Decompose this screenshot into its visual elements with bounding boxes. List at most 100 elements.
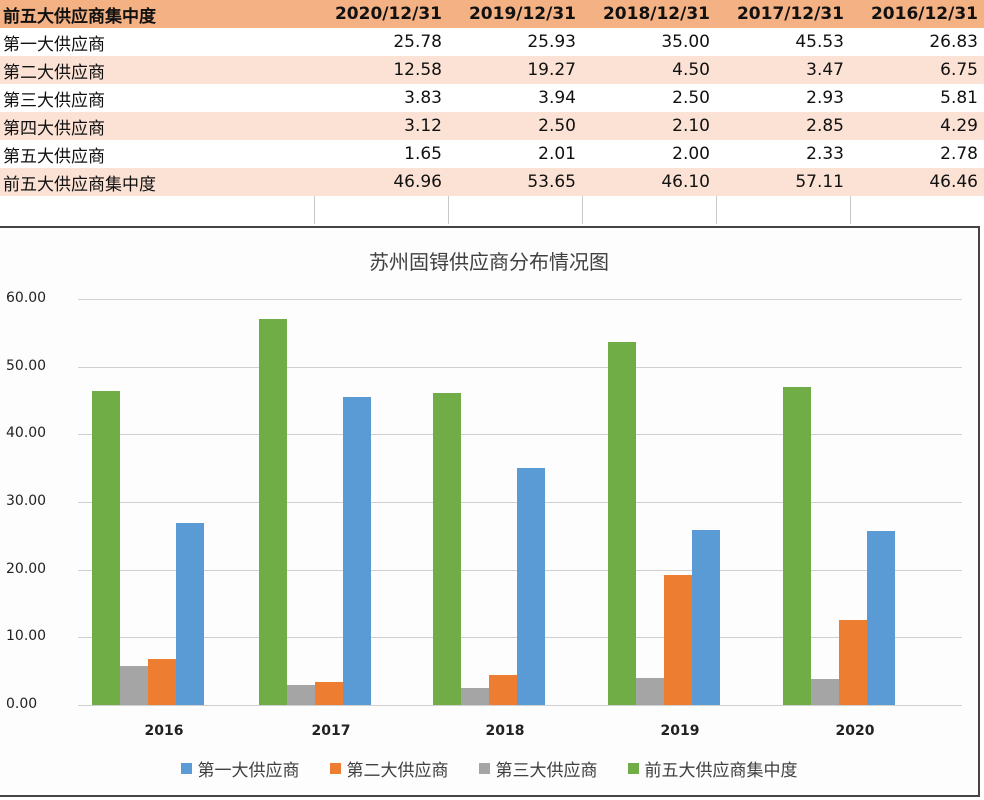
bar[interactable] <box>692 529 720 705</box>
table-cell[interactable]: 3.12 <box>314 112 448 140</box>
table-row: 前五大供应商集中度 46.96 53.65 46.10 57.11 46.46 <box>0 168 984 196</box>
y-axis-tick-label: 30.00 <box>6 493 47 509</box>
legend-label: 第三大供应商 <box>495 761 598 781</box>
legend-item[interactable]: 前五大供应商集中度 <box>627 756 798 781</box>
supplier-table: 前五大供应商集中度 2020/12/31 2019/12/31 2018/12/… <box>0 0 984 224</box>
row-label[interactable]: 第四大供应商 <box>0 112 314 140</box>
legend-label: 第一大供应商 <box>197 761 300 781</box>
header-cell[interactable]: 2017/12/31 <box>716 0 850 28</box>
table-cell[interactable]: 35.00 <box>661 32 710 52</box>
row-label[interactable]: 前五大供应商集中度 <box>0 168 314 196</box>
empty-row <box>0 196 984 224</box>
legend-item[interactable]: 第一大供应商 <box>180 756 300 781</box>
table-cell[interactable]: 2.50 <box>448 112 582 140</box>
bar[interactable] <box>259 318 287 705</box>
empty-cell[interactable] <box>447 196 582 224</box>
table-cell[interactable]: 26.83 <box>929 32 978 52</box>
bar[interactable] <box>636 678 664 705</box>
table-cell[interactable]: 53.65 <box>448 168 582 196</box>
table-cell[interactable]: 25.78 <box>393 32 442 52</box>
table-cell[interactable]: 57.11 <box>716 168 850 196</box>
empty-cell[interactable] <box>0 196 314 224</box>
bar-chart[interactable]: 苏州固锝供应商分布情况图 60.00 50.00 40.00 30.00 20.00 10… <box>0 226 980 797</box>
table-cell[interactable]: 3.94 <box>538 88 576 108</box>
table-cell[interactable]: 12.58 <box>314 56 448 84</box>
table-cell[interactable]: 2.10 <box>582 112 716 140</box>
table-cell[interactable]: 1.65 <box>404 144 442 164</box>
table-cell[interactable]: 19.27 <box>448 56 582 84</box>
bar[interactable] <box>664 574 692 705</box>
table-cell[interactable]: 46.46 <box>850 168 984 196</box>
bar[interactable] <box>608 341 636 705</box>
chart-legend: 第一大供应商 第二大供应商 第三大供应商 前五大供应商集中度 <box>0 756 978 781</box>
table-cell[interactable]: 25.93 <box>527 32 576 52</box>
header-cell[interactable]: 2019/12/31 <box>448 0 582 28</box>
table-cell[interactable]: 45.53 <box>795 32 844 52</box>
table-cell[interactable]: 2.85 <box>716 112 850 140</box>
x-axis-label: 2018 <box>485 723 525 739</box>
legend-swatch-icon <box>180 763 192 774</box>
table-cell[interactable]: 2.78 <box>940 144 978 164</box>
gridline <box>78 434 962 436</box>
bar[interactable] <box>517 468 545 705</box>
row-label[interactable]: 第五大供应商 <box>3 146 105 167</box>
y-axis-tick-label: 20.00 <box>6 560 47 577</box>
bar[interactable] <box>176 523 204 705</box>
bar[interactable] <box>148 659 176 705</box>
bar[interactable] <box>433 393 461 705</box>
header-cell[interactable]: 2018/12/31 <box>582 0 716 28</box>
table-cell[interactable]: 2.93 <box>806 88 844 108</box>
x-axis-label: 2020 <box>835 723 875 739</box>
table-cell[interactable]: 3.47 <box>716 56 850 84</box>
plot-area: 60.00 50.00 40.00 30.00 20.00 10.00 0.00 2016 20… <box>0 228 980 799</box>
bar[interactable] <box>811 679 839 705</box>
table-cell[interactable]: 3.83 <box>404 88 442 108</box>
bar[interactable] <box>315 681 343 705</box>
table-cell[interactable]: 2.00 <box>672 144 710 164</box>
bar[interactable] <box>120 665 148 705</box>
chart-title: 苏州固锝供应商分布情况图 <box>369 250 609 274</box>
table-row: 第一大供应商 25.78 25.93 35.00 45.53 26.83 <box>0 28 984 56</box>
bar[interactable] <box>783 387 811 705</box>
legend-item[interactable]: 第三大供应商 <box>478 756 598 781</box>
header-cell[interactable]: 2016/12/31 <box>850 0 984 28</box>
legend-swatch-icon <box>478 763 490 774</box>
bar[interactable] <box>839 619 867 705</box>
y-axis-tick-label: 50.00 <box>6 357 47 374</box>
row-label[interactable]: 第二大供应商 <box>0 56 314 84</box>
bar[interactable] <box>343 396 371 705</box>
bar[interactable] <box>867 530 895 705</box>
table-cell[interactable]: 46.10 <box>582 168 716 196</box>
table-cell[interactable]: 4.29 <box>850 112 984 140</box>
bar[interactable] <box>461 688 489 705</box>
supplier-table-region: 前五大供应商集中度 2020/12/31 2019/12/31 2018/12/… <box>0 0 984 226</box>
table-cell[interactable]: 2.50 <box>672 88 710 108</box>
bar[interactable] <box>92 390 120 705</box>
row-label[interactable]: 第三大供应商 <box>3 90 105 111</box>
legend-swatch-icon <box>329 763 341 774</box>
y-axis-tick-label: 10.00 <box>6 628 47 645</box>
legend-label: 第二大供应商 <box>346 761 449 781</box>
table-cell[interactable]: 2.01 <box>538 144 576 164</box>
empty-cell[interactable] <box>849 196 984 224</box>
gridline <box>78 366 962 368</box>
table-row: 第四大供应商 3.12 2.50 2.10 2.85 4.29 <box>0 112 984 140</box>
table-cell[interactable]: 5.81 <box>940 88 978 108</box>
table-row: 第三大供应商 3.83 3.94 2.50 2.93 5.81 <box>0 84 984 112</box>
empty-cell[interactable] <box>313 196 448 224</box>
x-axis-label: 2016 <box>144 723 184 739</box>
row-label[interactable]: 第一大供应商 <box>3 34 105 55</box>
empty-cell[interactable] <box>715 196 850 224</box>
header-cell[interactable]: 2020/12/31 <box>314 0 448 28</box>
table-cell[interactable]: 6.75 <box>850 56 984 84</box>
legend-item[interactable]: 第二大供应商 <box>329 756 449 781</box>
table-cell[interactable]: 46.96 <box>314 168 448 196</box>
table-cell[interactable]: 2.33 <box>806 144 844 164</box>
table-cell[interactable]: 4.50 <box>582 56 716 84</box>
header-cell[interactable]: 前五大供应商集中度 <box>0 0 314 28</box>
legend-swatch-icon <box>627 763 639 774</box>
bar[interactable] <box>287 685 315 705</box>
bar[interactable] <box>489 674 517 705</box>
empty-cell[interactable] <box>581 196 716 224</box>
gridline <box>78 705 962 706</box>
